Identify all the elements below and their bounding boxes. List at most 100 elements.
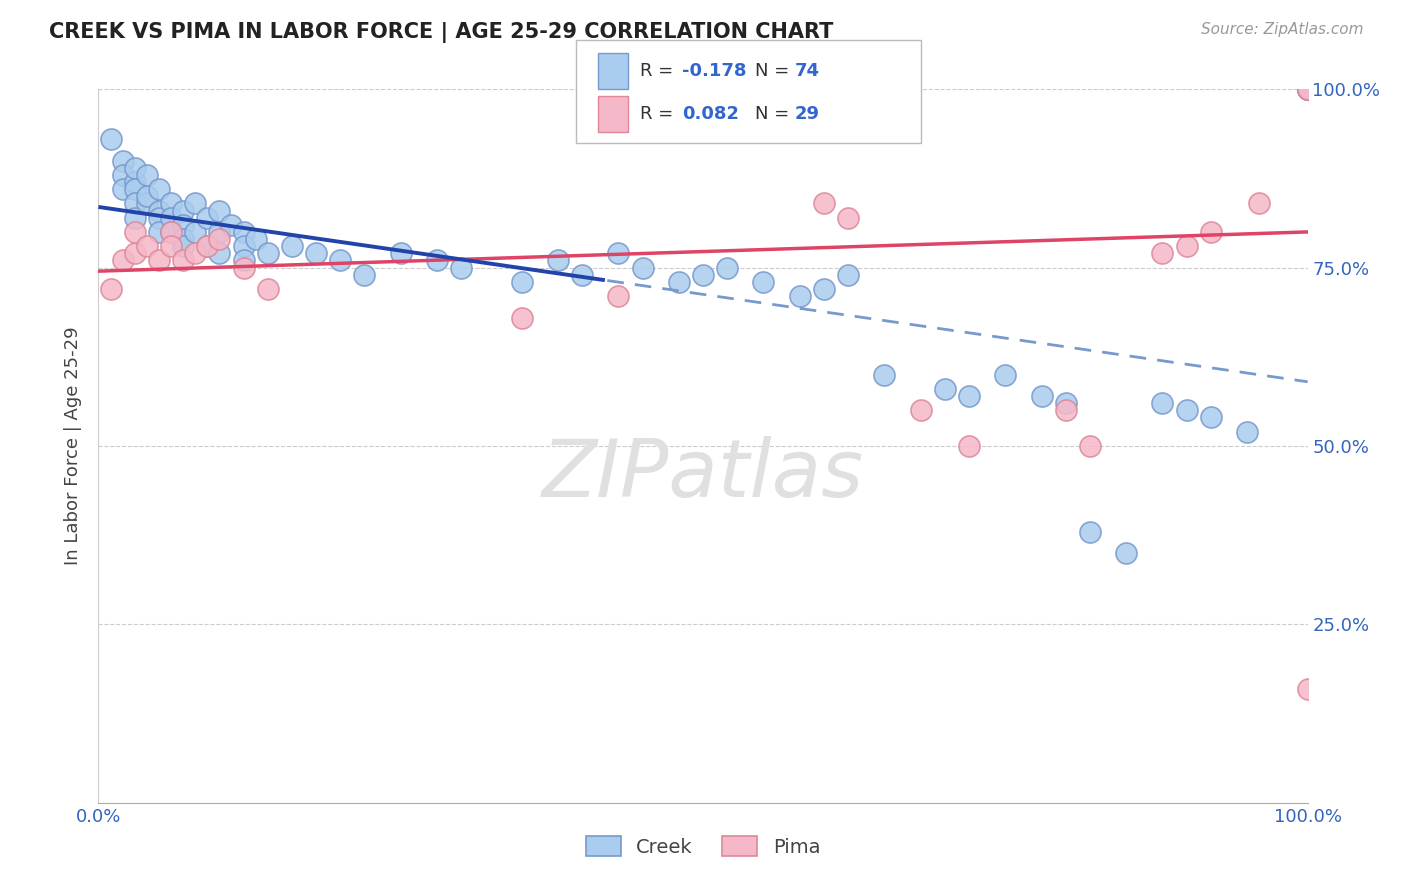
Point: [221, 218, 243, 232]
Point: [208, 203, 231, 218]
Point: [195, 239, 218, 253]
Text: R =: R =: [640, 105, 679, 123]
Point: [184, 196, 207, 211]
Point: [100, 282, 122, 296]
Point: [172, 203, 194, 218]
Point: [813, 282, 835, 296]
Point: [124, 182, 146, 196]
Point: [124, 211, 146, 225]
Point: [232, 260, 254, 275]
Point: [256, 282, 278, 296]
Y-axis label: In Labor Force | Age 25-29: In Labor Force | Age 25-29: [65, 326, 83, 566]
Point: [837, 211, 859, 225]
Point: [100, 132, 122, 146]
Point: [692, 268, 714, 282]
Point: [172, 218, 194, 232]
Point: [1175, 403, 1198, 417]
Point: [148, 253, 170, 268]
Point: [172, 239, 194, 253]
Point: [1199, 225, 1222, 239]
Point: [1078, 439, 1101, 453]
Point: [631, 260, 654, 275]
Point: [195, 211, 218, 225]
Text: N =: N =: [755, 105, 794, 123]
Point: [148, 203, 170, 218]
Point: [873, 368, 896, 382]
Point: [148, 225, 170, 239]
Point: [1054, 396, 1077, 410]
Text: R =: R =: [640, 62, 679, 79]
Point: [256, 246, 278, 260]
Point: [160, 225, 183, 239]
Point: [172, 253, 194, 268]
Point: [232, 225, 254, 239]
Point: [124, 175, 146, 189]
Point: [389, 246, 412, 260]
Point: [148, 211, 170, 225]
Point: [1296, 82, 1319, 96]
Text: CREEK VS PIMA IN LABOR FORCE | AGE 25-29 CORRELATION CHART: CREEK VS PIMA IN LABOR FORCE | AGE 25-29…: [49, 22, 834, 44]
Point: [510, 310, 533, 325]
Point: [426, 253, 449, 268]
Point: [281, 239, 304, 253]
Text: Source: ZipAtlas.com: Source: ZipAtlas.com: [1201, 22, 1364, 37]
Point: [1296, 82, 1319, 96]
Point: [752, 275, 775, 289]
Point: [1054, 403, 1077, 417]
Point: [184, 225, 207, 239]
Text: ZIPatlas: ZIPatlas: [541, 435, 865, 514]
Point: [1175, 239, 1198, 253]
Point: [1152, 246, 1174, 260]
Point: [160, 196, 183, 211]
Point: [1078, 524, 1101, 539]
Point: [135, 239, 157, 253]
Text: N =: N =: [755, 62, 794, 79]
Point: [245, 232, 267, 246]
Point: [957, 439, 980, 453]
Point: [1115, 546, 1137, 560]
Point: [135, 189, 157, 203]
Point: [994, 368, 1017, 382]
Point: [1296, 82, 1319, 96]
Point: [232, 253, 254, 268]
Point: [111, 253, 134, 268]
Text: 74: 74: [794, 62, 820, 79]
Point: [160, 225, 183, 239]
Point: [135, 168, 157, 182]
Point: [195, 239, 218, 253]
Point: [837, 268, 859, 282]
Point: [1152, 396, 1174, 410]
Point: [135, 196, 157, 211]
Point: [353, 268, 375, 282]
Point: [1296, 82, 1319, 96]
Text: 29: 29: [794, 105, 820, 123]
Point: [124, 196, 146, 211]
Point: [607, 289, 630, 303]
Legend: Creek, Pima: Creek, Pima: [578, 829, 828, 864]
Point: [510, 275, 533, 289]
Point: [208, 232, 231, 246]
Point: [1296, 82, 1319, 96]
Point: [1296, 82, 1319, 96]
Point: [1199, 410, 1222, 425]
Point: [571, 268, 593, 282]
Point: [934, 382, 956, 396]
Point: [1296, 82, 1319, 96]
Point: [111, 153, 134, 168]
Point: [789, 289, 811, 303]
Point: [1236, 425, 1258, 439]
Point: [329, 253, 352, 268]
Point: [111, 168, 134, 182]
Point: [160, 239, 183, 253]
Point: [1296, 82, 1319, 96]
Point: [111, 182, 134, 196]
Point: [1296, 82, 1319, 96]
Point: [208, 225, 231, 239]
Point: [1296, 681, 1319, 696]
Point: [124, 225, 146, 239]
Point: [813, 196, 835, 211]
Point: [124, 246, 146, 260]
Point: [910, 403, 932, 417]
Point: [716, 260, 738, 275]
Point: [124, 161, 146, 175]
